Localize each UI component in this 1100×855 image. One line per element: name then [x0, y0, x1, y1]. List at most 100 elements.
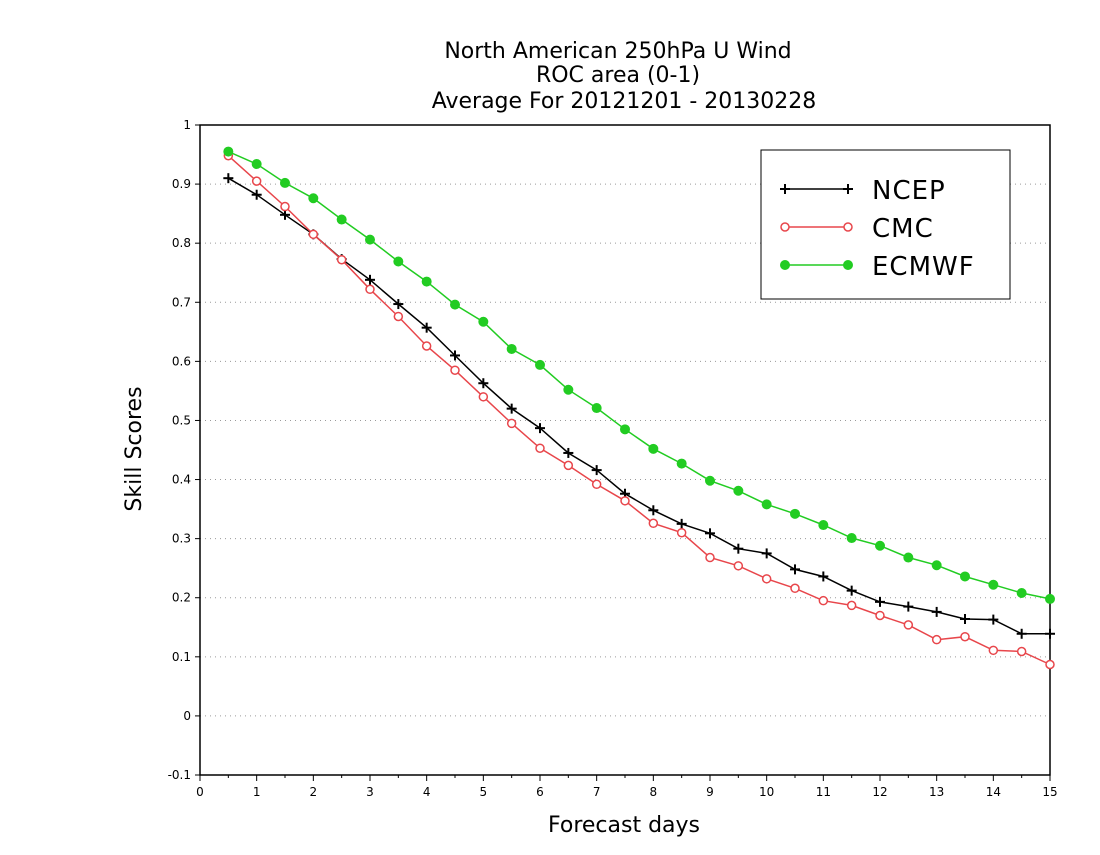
data-point-ecmwf	[931, 560, 942, 571]
x-tick-label: 11	[816, 785, 831, 799]
data-point-ncep	[591, 465, 602, 476]
series-line-cmc	[227, 155, 1051, 666]
data-point-cmc	[336, 254, 347, 265]
data-point-ncep	[761, 548, 772, 559]
data-point-ncep	[280, 209, 290, 220]
data-point-ncep	[903, 601, 914, 612]
x-tick-label: 7	[593, 785, 601, 799]
y-tick-label: 0.4	[172, 473, 191, 487]
data-point-ecmwf	[818, 520, 829, 531]
data-point-ecmwf	[535, 359, 545, 370]
legend-label: CMC	[872, 214, 934, 244]
data-point-cmc	[591, 479, 602, 490]
data-point-ncep	[875, 596, 885, 607]
data-point-ncep	[223, 173, 234, 184]
x-tick-label: 4	[423, 785, 431, 799]
data-point-ecmwf	[506, 343, 517, 354]
x-tick-label: 3	[366, 785, 374, 799]
data-point-cmc	[960, 631, 970, 642]
y-tick-label: 0.3	[172, 532, 191, 546]
y-tick-label: 0.2	[172, 591, 191, 605]
data-point-ecmwf	[846, 533, 857, 544]
x-tick-label: 1	[253, 785, 261, 799]
data-point-cmc	[648, 518, 659, 529]
data-point-cmc	[393, 311, 404, 322]
data-point-ecmwf	[450, 299, 460, 310]
data-point-ncep	[648, 505, 659, 516]
series-markers-ncep	[223, 173, 1055, 639]
data-point-ecmwf	[620, 424, 630, 435]
data-point-ncep	[393, 299, 404, 310]
data-point-ecmwf	[563, 384, 574, 395]
data-point-ncep	[818, 571, 829, 582]
chart-title-line-2: ROC area (0-1)	[536, 63, 700, 88]
data-point-ecmwf	[1016, 588, 1027, 598]
data-point-cmc	[1045, 659, 1055, 670]
data-point-ecmwf	[365, 234, 375, 245]
data-point-cmc	[251, 176, 262, 186]
data-point-ecmwf	[988, 579, 999, 590]
data-point-ecmwf	[393, 256, 404, 267]
data-point-ncep	[988, 614, 999, 625]
y-tick-label: 0.7	[172, 295, 191, 309]
legend-marker	[843, 184, 853, 194]
data-point-ecmwf	[251, 159, 262, 169]
series-group	[223, 146, 1055, 670]
legend-box	[760, 149, 1011, 300]
data-point-ecmwf	[676, 458, 687, 469]
y-tick-label: 0.5	[172, 413, 191, 427]
data-point-cmc	[280, 201, 290, 212]
data-point-cmc	[450, 365, 460, 375]
legend-label: NCEP	[872, 176, 946, 206]
data-point-ncep	[931, 606, 942, 617]
data-point-cmc	[308, 229, 319, 240]
y-tick-label: 0.6	[172, 354, 191, 368]
y-tick-label: 0	[183, 709, 191, 723]
data-point-cmc	[1016, 646, 1027, 657]
data-point-cmc	[676, 527, 687, 538]
data-point-cmc	[563, 460, 574, 471]
data-point-cmc	[846, 600, 857, 611]
series-markers-ecmwf	[223, 146, 1055, 604]
data-point-ecmwf	[648, 443, 659, 454]
data-point-ecmwf	[308, 193, 319, 204]
data-point-ncep	[1045, 628, 1055, 639]
data-point-ncep	[1016, 628, 1027, 639]
data-point-ecmwf	[875, 540, 885, 551]
y-tick-label: 0.9	[172, 177, 191, 191]
data-point-ecmwf	[223, 146, 234, 157]
data-point-ecmwf	[903, 552, 914, 563]
data-point-cmc	[365, 284, 375, 295]
data-point-cmc	[761, 574, 772, 584]
legend-marker	[780, 184, 790, 194]
data-point-ncep	[960, 614, 970, 624]
data-point-ecmwf	[960, 571, 970, 582]
legend-item-cmc: CMC	[780, 214, 934, 244]
data-point-ncep	[563, 447, 574, 458]
data-point-ncep	[705, 528, 715, 539]
legend: NCEP CMC ECMWF	[760, 149, 1011, 300]
data-point-ecmwf	[280, 177, 290, 188]
data-point-ncep	[478, 378, 489, 389]
data-point-cmc	[705, 552, 715, 563]
legend-marker	[843, 222, 853, 232]
y-tick-label: 0.8	[172, 236, 191, 250]
data-point-cmc	[478, 392, 489, 402]
x-tick-label: 12	[872, 785, 887, 799]
data-point-ecmwf	[1045, 593, 1055, 604]
data-point-cmc	[506, 418, 517, 429]
data-point-ncep	[506, 403, 517, 414]
data-point-ecmwf	[591, 403, 602, 414]
x-axis-label: Forecast days	[548, 813, 700, 838]
x-tick-label: 13	[929, 785, 944, 799]
data-point-ecmwf	[790, 508, 800, 519]
data-point-ecmwf	[336, 214, 347, 225]
x-tick-label: 10	[759, 785, 774, 799]
legend-marker	[843, 260, 853, 270]
chart-title-line-3: Average For 20121201 - 20130228	[432, 89, 817, 114]
chart-title-line-1: North American 250hPa U Wind	[444, 39, 791, 64]
data-point-cmc	[931, 634, 942, 645]
data-point-ncep	[421, 322, 432, 333]
